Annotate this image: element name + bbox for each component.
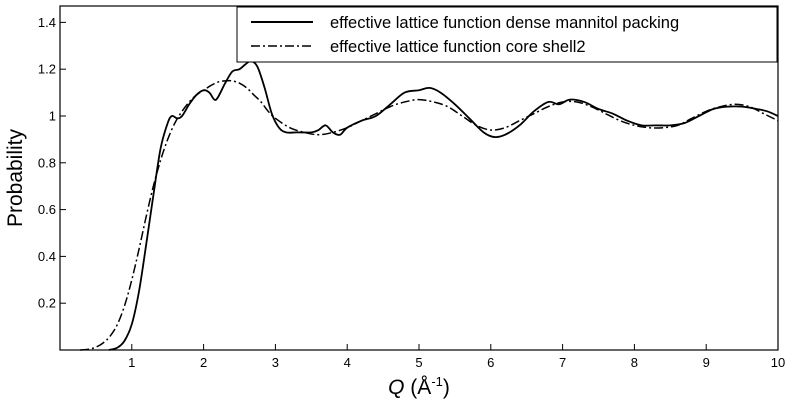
x-tick-label: 2 bbox=[200, 355, 207, 370]
x-tick-label: 7 bbox=[559, 355, 566, 370]
x-axis-title-close: ) bbox=[443, 376, 450, 399]
x-axis-title: Q (Å-1) bbox=[388, 374, 450, 399]
series-line-1 bbox=[108, 60, 779, 351]
y-tick-label: 0.6 bbox=[38, 202, 56, 217]
x-axis-title-unit: (Å bbox=[404, 376, 431, 399]
y-tick-label: 0.2 bbox=[38, 296, 56, 311]
y-tick-label: 1 bbox=[49, 108, 56, 123]
y-tick-label: 1.2 bbox=[38, 62, 56, 77]
legend-box bbox=[236, 6, 778, 63]
x-axis-title-symbol: Q bbox=[388, 376, 404, 399]
x-tick-label: 6 bbox=[487, 355, 494, 370]
x-tick-label: 3 bbox=[272, 355, 279, 370]
x-tick-label: 10 bbox=[771, 355, 785, 370]
x-tick-label: 1 bbox=[128, 355, 135, 370]
legend: effective lattice function dense mannito… bbox=[236, 6, 778, 63]
x-tick-label: 9 bbox=[703, 355, 710, 370]
legend-label-series-2: effective lattice function core shell2 bbox=[330, 38, 586, 56]
legend-label-series-1: effective lattice function dense mannito… bbox=[330, 14, 679, 32]
y-axis: 0.2 0.4 0.6 0.8 1 1.2 1.4 bbox=[38, 15, 66, 311]
curves bbox=[80, 60, 779, 351]
series-line-2 bbox=[80, 79, 779, 351]
y-tick-label: 0.8 bbox=[38, 155, 56, 170]
x-tick-label: 5 bbox=[415, 355, 422, 370]
y-tick-label: 0.4 bbox=[38, 249, 56, 264]
x-axis: 1 2 3 4 5 6 7 8 9 10 bbox=[128, 344, 785, 370]
y-tick-label: 1.4 bbox=[38, 15, 56, 30]
x-tick-label: 4 bbox=[344, 355, 351, 370]
y-axis-title: Probability bbox=[4, 128, 27, 227]
x-tick-label: 8 bbox=[631, 355, 638, 370]
x-axis-title-exponent: -1 bbox=[431, 374, 443, 389]
